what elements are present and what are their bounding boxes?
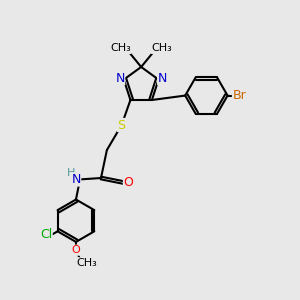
Text: CH₃: CH₃ (76, 258, 97, 268)
Text: N: N (71, 173, 81, 186)
Text: O: O (123, 176, 133, 189)
Text: Br: Br (232, 89, 246, 102)
Text: Cl: Cl (40, 228, 52, 241)
Text: H: H (67, 168, 75, 178)
Text: S: S (118, 118, 126, 131)
Text: O: O (72, 245, 80, 255)
Text: CH₃: CH₃ (152, 44, 172, 53)
Text: N: N (115, 72, 125, 85)
Text: CH₃: CH₃ (110, 44, 131, 53)
Text: N: N (158, 72, 167, 85)
